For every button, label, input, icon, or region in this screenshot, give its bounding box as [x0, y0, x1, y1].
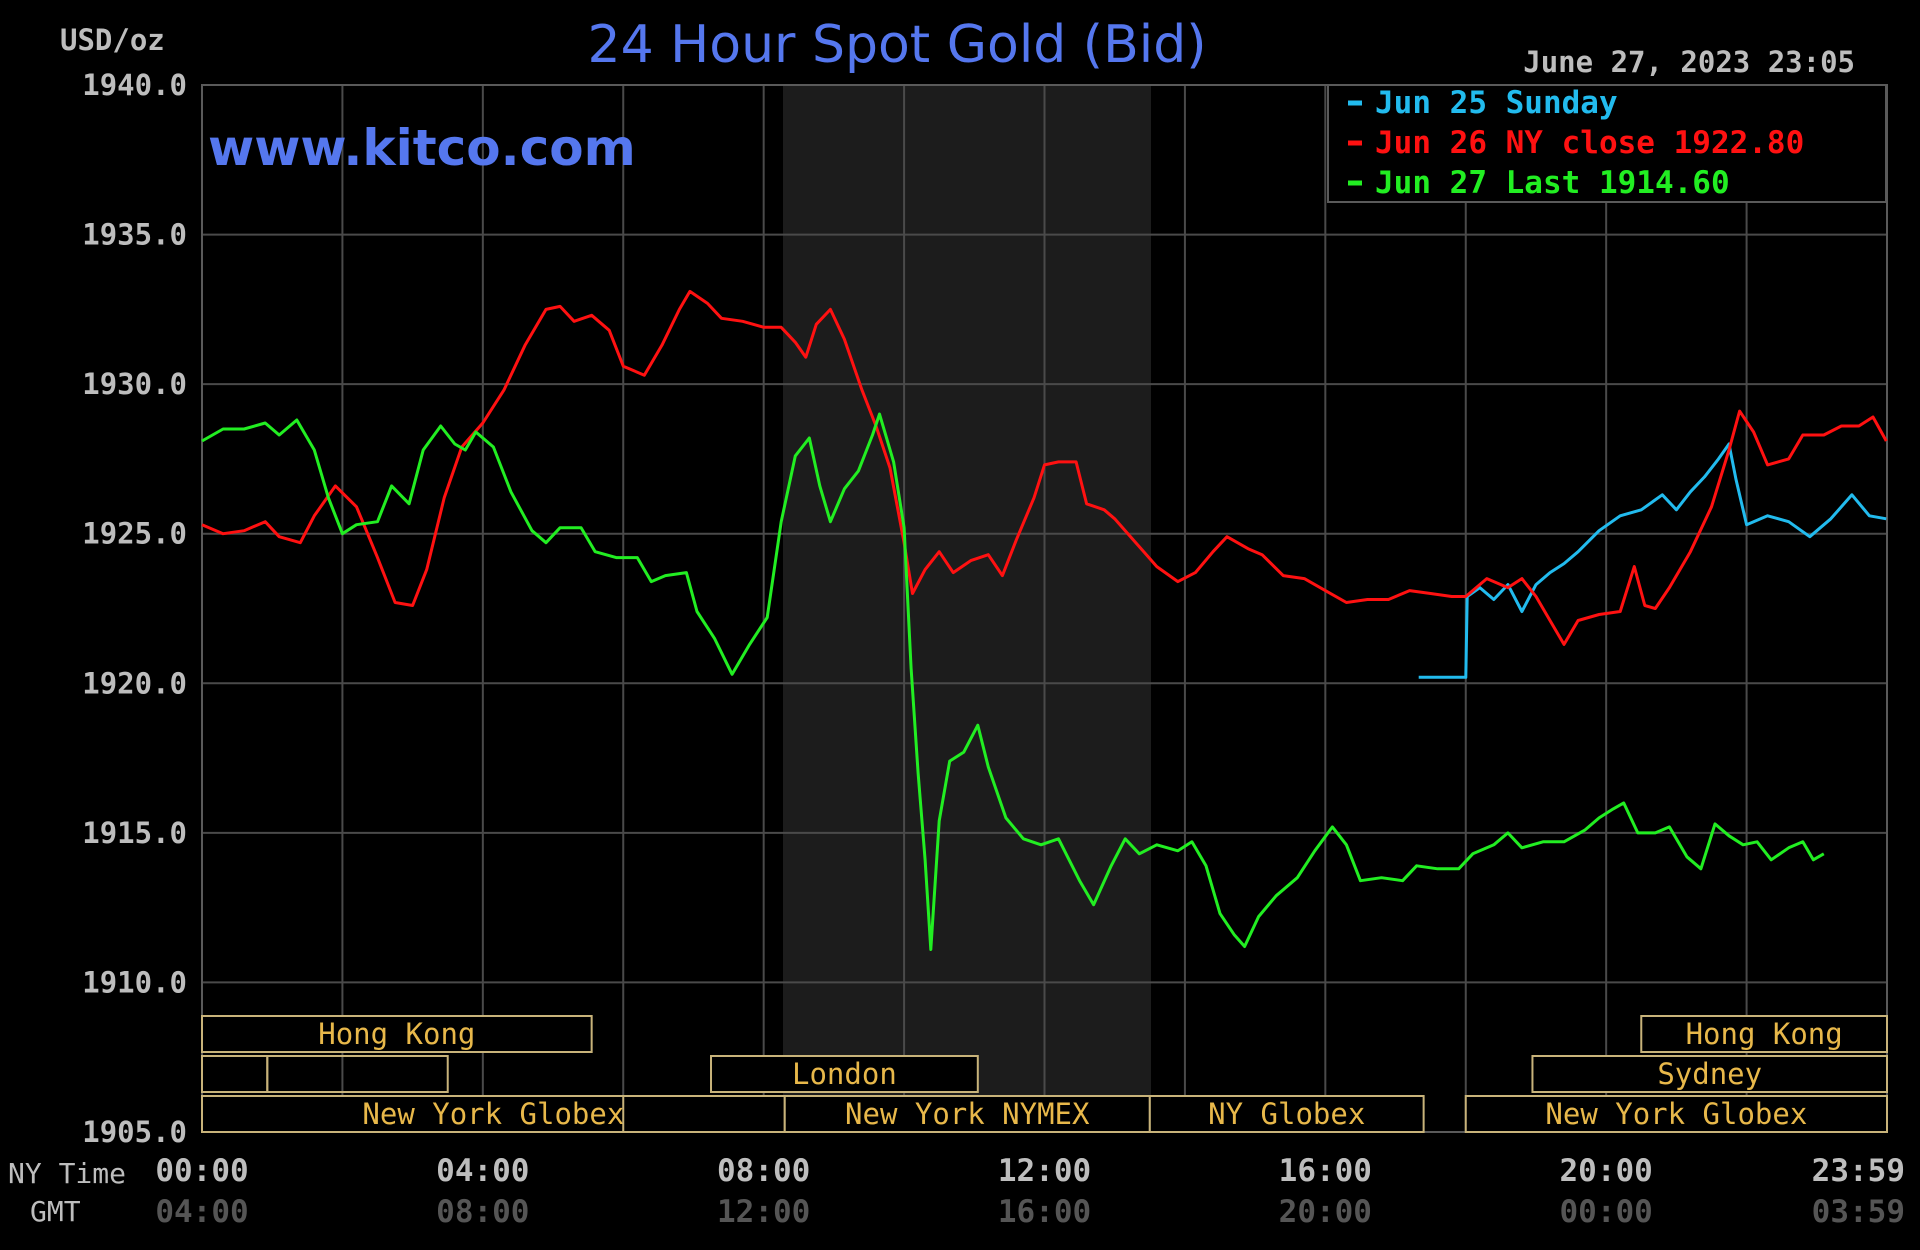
legend-entry: Jun 27 Last 1914.60: [1375, 165, 1730, 201]
chart-datetime: June 27, 2023 23:05: [1523, 45, 1855, 79]
x-tick-label-gmt: 08:00: [436, 1194, 529, 1230]
x-tick-label-gmt: 03:59: [1812, 1194, 1905, 1230]
y-tick-label: 1940.0: [82, 68, 187, 102]
legend: Jun 25 Sunday Jun 26 NY close 1922.80 Jun …: [1327, 84, 1887, 203]
market-sessions: Hong Kong London New York Globex New York N…: [201, 1015, 1889, 1133]
session-label: New York NYMEX: [845, 1097, 1090, 1131]
session-box: [1640, 1015, 1889, 1053]
x-tick-labels: 00:00 04:00 04:00 08:00 08:00 12:00 12:00 16:00…: [155, 1153, 1905, 1230]
nymex-highlight: [783, 85, 1151, 1132]
series-line: [201, 289, 1888, 646]
y-axis-unit-label: USD/oz: [60, 23, 165, 57]
session-divider: [201, 1095, 625, 1133]
legend-entry: Jun 26 NY close 1922.80: [1375, 125, 1804, 161]
x-tick-label-gmt: 04:00: [155, 1194, 248, 1230]
x-row-label-ny: NY Time: [8, 1157, 126, 1190]
x-tick-label-ny: 00:00: [155, 1153, 248, 1189]
session-box: [783, 1095, 1151, 1133]
session-label: NY Globex: [1208, 1097, 1365, 1131]
session-box: [710, 1055, 979, 1093]
watermark: www.kitco.com: [208, 119, 636, 177]
x-row-label-gmt: GMT: [30, 1195, 81, 1228]
session-label: New York Globex: [362, 1097, 624, 1131]
session-label: New York Globex: [1545, 1097, 1807, 1131]
session-label: Hong Kong: [1686, 1017, 1843, 1051]
session-label: London: [792, 1057, 897, 1091]
x-tick-label-gmt: 20:00: [1279, 1194, 1372, 1230]
session-box: [1148, 1095, 1425, 1133]
session-box: [201, 1015, 593, 1053]
x-tick-label-gmt: 12:00: [717, 1194, 810, 1230]
session-box: [1464, 1095, 1888, 1133]
x-tick-label-ny: 16:00: [1279, 1153, 1372, 1189]
y-tick-label: 1915.0: [82, 816, 187, 850]
y-tick-label: 1920.0: [82, 666, 187, 700]
grid: [202, 85, 1887, 1132]
x-tick-label-ny: 20:00: [1560, 1153, 1653, 1189]
legend-items: Jun 25 Sunday Jun 26 NY close 1922.80 Jun …: [1348, 85, 1804, 201]
legend-entry: Jun 25 Sunday: [1375, 85, 1618, 121]
session-box: [1531, 1055, 1888, 1093]
y-tick-label: 1930.0: [82, 367, 187, 401]
session-divider: [266, 1055, 449, 1093]
series-lines: [201, 289, 1888, 951]
y-tick-label: 1910.0: [82, 965, 187, 999]
x-tick-label-ny: 23:59: [1812, 1153, 1905, 1189]
x-tick-label-gmt: 16:00: [998, 1194, 1091, 1230]
series-line: [1418, 442, 1887, 679]
chart-title: 24 Hour Spot Gold (Bid): [587, 15, 1206, 75]
session-label: Sydney: [1657, 1057, 1762, 1091]
session-label: Hong Kong: [318, 1017, 475, 1051]
legend-box: [1327, 84, 1887, 203]
x-tick-label-ny: 04:00: [436, 1153, 529, 1189]
y-tick-label: 1925.0: [82, 517, 187, 551]
x-tick-label-gmt: 00:00: [1560, 1194, 1653, 1230]
y-tick-label: 1935.0: [82, 218, 187, 252]
x-tick-label-ny: 12:00: [998, 1153, 1091, 1189]
series-line: [201, 412, 1825, 951]
x-tick-label-ny: 08:00: [717, 1153, 810, 1189]
y-tick-label: 1905.0: [82, 1115, 187, 1149]
y-tick-labels: 1940.0 1935.0 1930.0 1925.0 1920.0 1915.0 1910…: [82, 68, 187, 1149]
